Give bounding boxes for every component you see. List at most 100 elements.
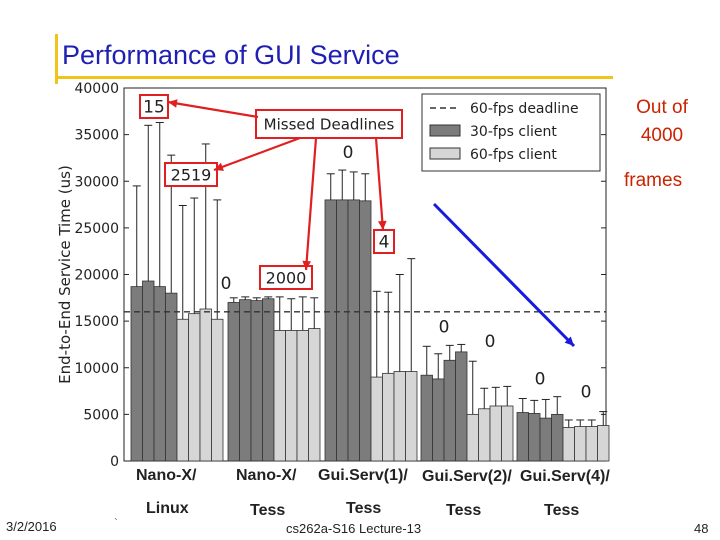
slide-title: Performance of GUI Service [62,40,400,70]
bar [443,359,456,462]
bar [551,413,564,462]
y-axis-label: End-to-End Service Time (us) [56,165,74,384]
bar [250,300,263,462]
trend-arrow-head [564,336,574,346]
bar [359,200,372,462]
trend-arrow [432,202,576,348]
y-tick-label: 40000 [74,81,119,97]
missed-count-label: 0 [439,317,450,337]
missed-count-label: 0 [221,274,232,294]
annotations: 60-fps deadline 30-fps client 60-fps clien… [124,93,606,348]
category-label: Tess [446,502,482,519]
callout-c-text: 2000 [266,268,307,287]
bar [420,374,433,462]
footer-mark: ` [114,516,118,530]
bar [165,292,178,462]
bar [489,405,502,462]
callout-main-text: Missed Deadlines [264,115,395,133]
category-label: Tess [544,502,580,519]
callout-d-box [373,229,395,254]
bar [466,413,479,462]
callout-main-box [255,109,403,139]
callout-arrow-head [168,99,178,108]
bar [285,330,298,462]
y-tick-label: 30000 [74,174,119,190]
category-label: Tess [250,502,286,519]
bar [574,426,587,462]
bar [296,330,309,462]
category-label: Tess [346,500,382,517]
bar [199,308,212,462]
footer-lecture: cs262a-S16 Lecture-13 [286,521,422,536]
note-line-2: 4000 [640,125,684,146]
bar [478,408,491,462]
y-tick-label: 20000 [74,268,119,284]
callout-arrow [213,136,301,172]
bar [142,280,155,462]
missed-count-label: 0 [581,383,592,403]
bar [393,371,406,462]
legend-deadline-label: 60-fps deadline [470,101,579,117]
bar [324,199,337,462]
note-line-1: Out of [636,97,688,118]
y-tick-label: 5000 [83,407,119,423]
y-tick-label: 25000 [74,221,119,237]
bar [597,425,610,462]
callout-arrow [167,100,259,119]
callout-d-text: 4 [379,233,390,253]
bar [501,405,514,462]
note-out-of: Out of 4000 [622,94,702,150]
legend-light-label: 60-fps client [470,147,557,163]
bar [130,286,143,462]
callout-arrow-head [302,260,312,270]
category-label: Gui.Serv(4)/ [520,468,610,485]
category-label: Nano-X/ [136,467,197,484]
bar [308,328,321,462]
callout-b-text: 2519 [171,165,212,184]
bar [405,371,418,462]
bars: 0 0 0 0 0 0 [130,122,610,462]
bar [239,299,252,462]
y-tick-label: 15000 [74,314,119,330]
axes: 0500010000150002000025000300003500040000… [56,81,607,470]
callout-arrow [374,137,385,231]
footer-page-number: 48 [694,521,709,536]
bar [347,199,360,462]
bar [585,426,598,462]
category-label: Gui.Serv(2)/ [422,468,512,485]
bar [382,372,395,462]
missed-count-label: 0 [485,332,496,352]
bar [528,413,541,462]
bar [262,298,275,462]
y-tick-label: 35000 [74,128,119,144]
callout-b-box [164,162,218,187]
bar [176,318,189,462]
y-tick-label: 0 [110,454,119,470]
callout-arrow-head [377,220,387,230]
callout-arrow [304,137,318,271]
category-label: Nano-X/ [236,467,297,484]
bar [516,412,529,462]
footer-date: 3/2/2016 [6,519,57,534]
bar [539,417,552,462]
note-line-3: frames [624,170,683,191]
bar [562,427,575,462]
title-rule-horizontal [55,76,613,79]
bar [455,351,468,462]
bar [336,199,349,462]
y-tick-label: 10000 [74,361,119,377]
bar [211,318,224,462]
callout-arrow-head [214,162,224,171]
legend: 60-fps deadline 30-fps client 60-fps clien… [421,93,601,172]
category-label: Gui.Serv(1)/ [318,467,408,484]
bar [273,330,286,462]
legend-dark-swatch [429,124,461,137]
callout-a-text: 15 [143,98,165,118]
bar [188,313,201,462]
title-rule-vertical [55,34,58,84]
bar [227,302,240,462]
legend-light-swatch [429,147,461,160]
missed-count-label: 0 [535,370,546,390]
callout-a-box [139,94,169,119]
